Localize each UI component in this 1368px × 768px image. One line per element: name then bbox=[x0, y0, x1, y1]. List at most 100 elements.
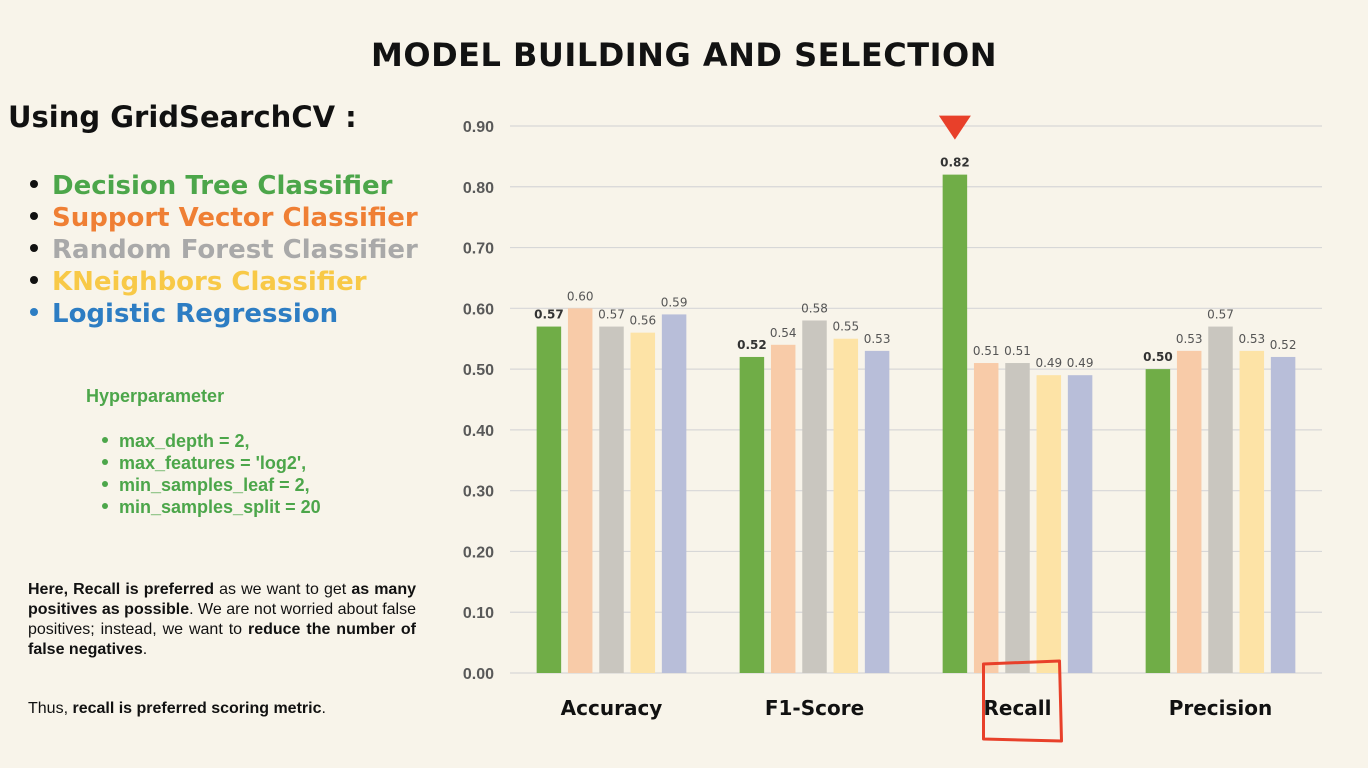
data-label: 0.50 bbox=[1143, 350, 1173, 364]
hyperparameter-item: min_samples_leaf = 2, bbox=[102, 474, 321, 496]
hyperparameter-item: max_depth = 2, bbox=[102, 430, 321, 452]
note-text: . bbox=[321, 700, 326, 717]
data-label: 0.54 bbox=[770, 326, 797, 340]
note-bold: Here, Recall is preferred bbox=[28, 581, 215, 598]
data-label: 0.49 bbox=[1067, 356, 1094, 370]
bar bbox=[1036, 375, 1062, 673]
bar bbox=[630, 332, 656, 673]
model-item-svc: Support Vector Classifier bbox=[30, 202, 418, 234]
note-bold: recall is preferred scoring metric bbox=[72, 700, 322, 717]
note-bold: reduce the number of false negatives bbox=[28, 621, 416, 658]
bar bbox=[973, 363, 999, 673]
note-text: as we want to get bbox=[214, 581, 352, 598]
conclusion-note: Thus, recall is preferred scoring metric… bbox=[28, 700, 326, 718]
model-item-logistic-regression: Logistic Regression bbox=[30, 298, 418, 330]
data-label: 0.49 bbox=[1035, 356, 1062, 370]
hyperparameter-text: max_depth = 2, bbox=[119, 431, 250, 451]
data-label: 0.52 bbox=[1270, 338, 1297, 352]
model-item-decision-tree: Decision Tree Classifier bbox=[30, 170, 418, 202]
y-tick-label: 0.10 bbox=[463, 605, 494, 622]
x-tick-label: F1-Score bbox=[765, 696, 864, 720]
data-label: 0.57 bbox=[598, 308, 625, 322]
x-tick-label: Precision bbox=[1169, 696, 1273, 720]
data-label: 0.59 bbox=[661, 295, 688, 309]
bar bbox=[942, 174, 968, 673]
model-label: KNeighbors Classifier bbox=[52, 267, 367, 297]
bar bbox=[599, 326, 624, 673]
y-tick-label: 0.50 bbox=[463, 362, 494, 379]
x-tick-label: Recall bbox=[983, 696, 1051, 720]
highlight-arrow-icon bbox=[938, 115, 971, 140]
y-tick-label: 0.60 bbox=[463, 301, 494, 318]
bullet-icon bbox=[102, 481, 108, 488]
model-list: Decision Tree Classifier Support Vector … bbox=[30, 170, 418, 330]
y-tick-label: 0.20 bbox=[463, 544, 494, 561]
data-label: 0.51 bbox=[973, 344, 1000, 358]
data-label: 0.52 bbox=[737, 338, 767, 352]
note-text: . We are not worried about false positiv… bbox=[28, 601, 416, 638]
bar bbox=[1270, 356, 1296, 673]
bar bbox=[1005, 363, 1030, 673]
bar bbox=[864, 350, 890, 673]
x-tick-label: Accuracy bbox=[561, 696, 663, 720]
bar bbox=[833, 338, 859, 673]
bar bbox=[1208, 326, 1233, 673]
hyperparameter-text: min_samples_split = 20 bbox=[119, 497, 321, 517]
data-label: 0.60 bbox=[567, 289, 594, 303]
y-tick-label: 0.90 bbox=[463, 119, 494, 136]
y-tick-label: 0.40 bbox=[463, 423, 494, 440]
data-label: 0.53 bbox=[1176, 332, 1203, 346]
bar bbox=[1067, 375, 1093, 673]
note-bold: as many positives as possible bbox=[28, 581, 416, 618]
bar bbox=[567, 308, 593, 673]
bullet-icon bbox=[30, 243, 38, 252]
bar bbox=[802, 320, 827, 673]
bar bbox=[661, 314, 687, 673]
slide-title: MODEL BUILDING AND SELECTION bbox=[371, 36, 997, 74]
data-label: 0.82 bbox=[940, 156, 970, 170]
model-label: Logistic Regression bbox=[52, 299, 339, 329]
bar bbox=[1176, 350, 1202, 673]
y-tick-label: 0.30 bbox=[463, 484, 494, 501]
bullet-icon bbox=[30, 307, 38, 316]
section-heading: Using GridSearchCV : bbox=[8, 100, 357, 134]
bullet-icon bbox=[102, 503, 108, 510]
note-text: Thus, bbox=[28, 700, 73, 717]
hyperparameter-item: max_features = 'log2', bbox=[102, 452, 321, 474]
data-label: 0.57 bbox=[534, 308, 564, 322]
data-label: 0.58 bbox=[801, 301, 828, 315]
bar bbox=[770, 344, 796, 673]
y-tick-label: 0.80 bbox=[463, 180, 494, 197]
explanation-note: Here, Recall is preferred as we want to … bbox=[28, 580, 416, 660]
data-label: 0.55 bbox=[832, 320, 859, 334]
data-label: 0.53 bbox=[864, 332, 891, 346]
hyperparameter-text: min_samples_leaf = 2, bbox=[119, 475, 310, 495]
bullet-icon bbox=[102, 437, 108, 444]
note-text: . bbox=[142, 641, 148, 658]
hyperparameter-text: max_features = 'log2', bbox=[119, 453, 307, 473]
model-item-random-forest: Random Forest Classifier bbox=[30, 234, 418, 266]
y-tick-label: 0.70 bbox=[463, 241, 494, 258]
hyperparameter-list: max_depth = 2, max_features = 'log2', mi… bbox=[102, 430, 321, 518]
bullet-icon bbox=[102, 459, 108, 466]
bullet-icon bbox=[30, 275, 38, 284]
data-label: 0.53 bbox=[1238, 332, 1265, 346]
hyperparameter-title: Hyperparameter bbox=[86, 386, 225, 406]
bullet-icon bbox=[30, 211, 38, 220]
data-label: 0.56 bbox=[629, 314, 656, 328]
model-label: Support Vector Classifier bbox=[52, 203, 418, 233]
highlight-box bbox=[982, 659, 1063, 743]
hyperparameter-item: min_samples_split = 20 bbox=[102, 496, 321, 518]
bar bbox=[1239, 350, 1265, 673]
y-tick-label: 0.00 bbox=[463, 666, 494, 683]
data-label: 0.57 bbox=[1207, 308, 1234, 322]
bar bbox=[536, 326, 562, 673]
bar bbox=[739, 356, 765, 673]
model-label: Random Forest Classifier bbox=[52, 235, 418, 265]
bullet-icon bbox=[30, 179, 38, 188]
bar bbox=[1145, 369, 1171, 673]
model-item-kneighbors: KNeighbors Classifier bbox=[30, 266, 418, 298]
model-label: Decision Tree Classifier bbox=[52, 171, 393, 201]
data-label: 0.51 bbox=[1004, 344, 1031, 358]
